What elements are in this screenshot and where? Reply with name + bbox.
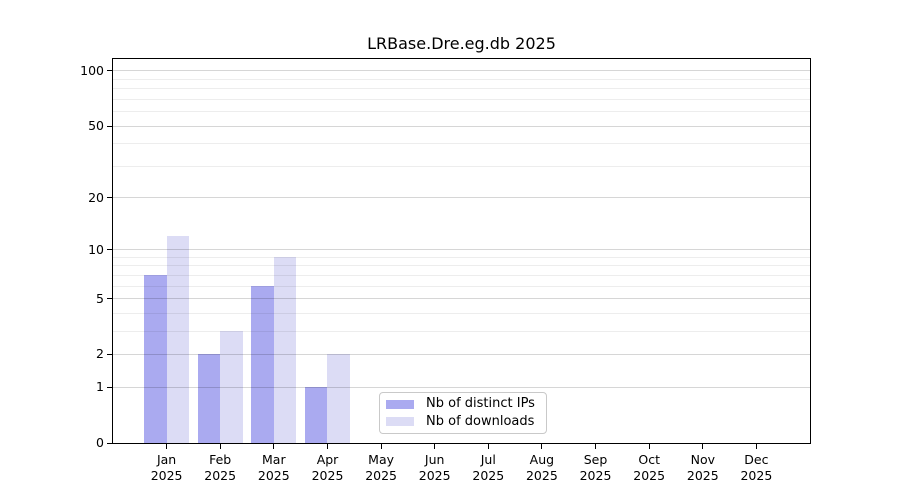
bar-downloads-mar [273, 257, 297, 443]
gridline-major [113, 197, 810, 198]
bar-downloads-jan [166, 236, 189, 443]
gridline-minor [113, 265, 810, 267]
bar-downloads-apr [327, 354, 350, 443]
gridline-minor [113, 143, 810, 145]
gridline-minor [113, 274, 810, 276]
x-tick-label: Jul 2025 [472, 452, 505, 483]
legend: Nb of distinct IPs Nb of downloads [379, 392, 547, 434]
x-tick-mark [327, 444, 328, 449]
y-tick-label: 100 [80, 62, 104, 78]
x-tick-mark [273, 444, 275, 449]
gridline-minor [113, 78, 810, 80]
legend-label-distinct-ips: Nb of distinct IPs [426, 396, 535, 412]
y-tick-label: 20 [88, 189, 104, 205]
x-tick-mark [219, 444, 221, 449]
x-tick-mark [434, 444, 436, 449]
x-tick-label: Nov 2025 [686, 452, 719, 483]
legend-label-downloads: Nb of downloads [426, 413, 535, 429]
gridline-minor [113, 88, 810, 90]
x-tick-mark [702, 444, 704, 449]
x-tick-label: Apr 2025 [311, 452, 344, 483]
x-tick-label: Dec 2025 [740, 452, 773, 483]
y-tick-mark [107, 442, 112, 444]
gridline-minor [113, 312, 810, 314]
gridline-major [113, 70, 810, 72]
y-tick-mark [107, 125, 112, 127]
legend-swatch-distinct-ips [386, 399, 414, 409]
y-tick-label: 2 [96, 346, 104, 362]
x-tick-label: Sep 2025 [579, 452, 612, 483]
x-tick-mark [595, 444, 596, 449]
plot-area [112, 58, 811, 444]
y-tick-mark [107, 249, 112, 251]
gridline-major [113, 125, 810, 127]
bar-distinct-ips-jan [144, 275, 167, 443]
x-tick-mark [755, 444, 757, 449]
gridline-minor [113, 111, 810, 112]
gridline-minor [113, 165, 810, 167]
gridline-major [113, 249, 810, 251]
bar-distinct-ips-mar [251, 286, 274, 443]
y-tick-mark [107, 70, 112, 72]
y-tick-mark [107, 353, 112, 355]
y-tick-label: 50 [88, 118, 104, 133]
gridline-minor [113, 330, 810, 332]
gridline-minor [113, 98, 810, 100]
x-tick-label: Aug 2025 [525, 452, 558, 483]
legend-item-downloads: Nb of downloads [386, 414, 540, 430]
x-tick-mark [487, 444, 489, 449]
x-tick-mark [166, 444, 168, 449]
x-tick-label: Jan 2025 [150, 452, 183, 483]
x-tick-label: May 2025 [365, 452, 397, 483]
x-tick-label: Feb 2025 [204, 452, 237, 483]
x-tick-mark [380, 444, 382, 449]
gridline-major [113, 386, 810, 388]
bar-distinct-ips-apr [305, 387, 328, 443]
bar-downloads-feb [220, 331, 243, 443]
y-tick-mark [107, 386, 112, 388]
x-tick-mark [541, 444, 543, 449]
gridline-major [113, 298, 810, 299]
x-tick-label: Oct 2025 [633, 452, 666, 483]
gridline-major [113, 353, 810, 355]
gridline-minor [113, 285, 810, 287]
y-tick-label: 1 [96, 379, 104, 395]
bar-distinct-ips-feb [197, 354, 221, 443]
x-tick-mark [648, 444, 650, 449]
chart-title: LRBase.Dre.eg.db 2025 [367, 34, 556, 53]
y-tick-label: 10 [88, 241, 104, 257]
y-tick-label: 0 [96, 435, 104, 450]
gridline-minor [113, 256, 810, 258]
y-tick-label: 5 [96, 290, 104, 306]
legend-swatch-downloads [386, 417, 414, 427]
x-tick-label: Jun 2025 [418, 452, 451, 483]
legend-item-distinct-ips: Nb of distinct IPs [386, 396, 540, 412]
x-tick-label: Mar 2025 [257, 452, 290, 483]
y-tick-mark [107, 298, 112, 299]
y-tick-mark [107, 197, 112, 198]
